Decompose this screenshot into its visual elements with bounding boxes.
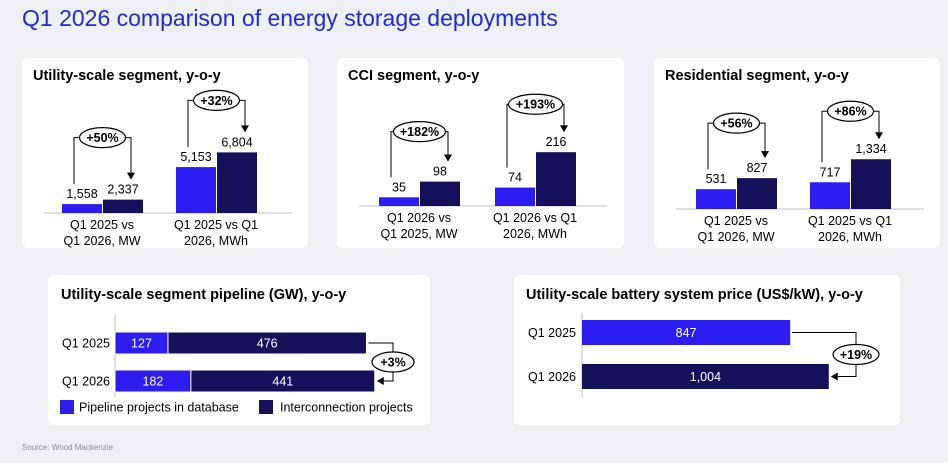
bar-previous: [582, 320, 791, 345]
utility-scale-panel: Utility-scale segment, y-o-y 1,558 2,337 Q…: [22, 58, 308, 248]
bar-current: [217, 152, 257, 213]
category-label: Q1 2026 vs: [387, 211, 451, 225]
category-label: Q1 2026, MW: [63, 234, 140, 248]
category-label: Q1 2025: [62, 337, 110, 351]
chart-title: CCI segment, y-o-y: [348, 68, 480, 84]
chart-title: Utility-scale segment, y-o-y: [33, 68, 221, 84]
category-label: Q1 2026: [528, 370, 576, 384]
legend-label: Interconnection projects: [280, 401, 413, 415]
utility-scale-chart: 1,558 2,337 Q1 2025 vs Q1 2026, MW +50% 5,153…: [44, 89, 292, 248]
bar-current: [582, 364, 829, 389]
category-label: 2026, MWh: [184, 234, 248, 248]
cci-chart: 35 98 Q1 2026 vs Q1 2025, MW +182% 74 216 Q1 20…: [359, 93, 607, 241]
change-label: +182%: [400, 125, 439, 139]
change-label: +50%: [86, 131, 118, 145]
residential-chart: 531 827 Q1 2025 vs Q1 2026, MW +56% 717 1,334 Q…: [676, 100, 924, 244]
data-label: 216: [546, 135, 567, 149]
bar-current: [851, 159, 891, 209]
pipeline-chart: Q1 2025 127 476 Q1 2026 182 441 +3% Pipeline pr…: [60, 315, 415, 415]
bar-interconnection: [190, 369, 376, 393]
arrow-head-icon: [444, 154, 452, 162]
bar-interconnection: [167, 331, 367, 355]
legend-swatch-interconnection: [259, 400, 273, 414]
category-label: Q1 2025, MW: [380, 227, 457, 241]
data-label: 1,004: [690, 370, 721, 384]
change-badge: [192, 89, 241, 111]
legend-swatch-pipeline: [60, 400, 74, 414]
source-note: Source: Wood Mackenzie: [22, 443, 114, 452]
arrow-head-icon: [761, 151, 769, 159]
data-label: 98: [433, 165, 447, 179]
data-label: 717: [820, 165, 841, 179]
data-label: 182: [143, 375, 164, 389]
pipeline-panel: Utility-scale segment pipeline (GW), y-o…: [48, 275, 430, 425]
bar-current: [737, 178, 777, 209]
bar-current: [103, 199, 143, 213]
change-label: +3%: [380, 356, 405, 370]
bar-current: [536, 152, 576, 206]
data-label: 1,558: [66, 187, 97, 201]
change-badge: [78, 127, 127, 149]
cci-panel: CCI segment, y-o-y 35 98 Q1 2026 vs Q1 2025…: [337, 58, 624, 248]
residential-panel: Residential segment, y-o-y 531 827 Q1 2025…: [654, 58, 940, 248]
bar-previous: [176, 167, 216, 213]
data-label: 476: [257, 337, 278, 351]
category-label: Q1 2025: [528, 326, 576, 340]
arrow-head-icon: [127, 172, 135, 180]
arrow-head-icon: [560, 125, 568, 133]
bar-previous: [495, 187, 535, 206]
category-label: Q1 2026, MW: [697, 230, 774, 244]
change-badge: [392, 120, 447, 143]
data-label: 35: [392, 180, 406, 194]
data-label: 1,334: [855, 142, 886, 156]
category-label: 2026, MWh: [818, 230, 882, 244]
change-label: +32%: [200, 94, 232, 108]
price-panel: Utility-scale battery system price (US$/…: [514, 275, 900, 425]
category-label: Q1 2025 vs Q1: [808, 214, 892, 228]
bar-previous: [379, 197, 419, 206]
chart-title: Utility-scale segment pipeline (GW), y-o…: [61, 287, 347, 303]
change-badge: [712, 112, 761, 134]
data-label: 531: [706, 172, 727, 186]
change-badge: [826, 100, 875, 122]
bar-previous: [62, 204, 102, 213]
change-label: +56%: [720, 117, 752, 131]
bar-current: [420, 181, 460, 206]
page-title: Q1 2026 comparison of energy storage dep…: [22, 5, 558, 31]
data-label: 6,804: [221, 135, 252, 149]
legend-label: Pipeline projects in database: [79, 401, 239, 415]
category-label: Q1 2025 vs: [70, 218, 134, 232]
arrow-head-icon: [241, 125, 249, 133]
category-label: 2026, MWh: [503, 227, 567, 241]
data-label: 5,153: [180, 150, 211, 164]
arrow-head-icon: [376, 377, 384, 385]
data-label: 827: [747, 161, 768, 175]
change-label: +86%: [834, 105, 866, 119]
change-label: +19%: [840, 348, 872, 362]
change-label: +193%: [516, 98, 555, 112]
change-badge: [832, 343, 880, 366]
change-badge: [371, 351, 415, 373]
data-label: 847: [676, 326, 697, 340]
arrow-head-icon: [830, 372, 838, 381]
bar-previous: [810, 182, 850, 209]
change-badge: [507, 93, 564, 115]
category-label: Q1 2026: [62, 375, 110, 389]
data-label: 2,337: [107, 183, 138, 197]
arrow-head-icon: [875, 132, 883, 140]
bar-previous: [696, 189, 736, 209]
category-label: Q1 2025 vs Q1: [174, 218, 258, 232]
data-label: 441: [272, 375, 293, 389]
chart-title: Residential segment, y-o-y: [665, 68, 849, 84]
category-label: Q1 2025 vs: [704, 214, 768, 228]
data-label: 74: [508, 171, 522, 185]
category-label: Q1 2026 vs Q1: [493, 211, 577, 225]
price-chart: Q1 2025 847 Q1 2026 1,004 +19%: [528, 313, 880, 397]
data-label: 127: [131, 337, 152, 351]
chart-title: Utility-scale battery system price (US$/…: [526, 287, 863, 303]
